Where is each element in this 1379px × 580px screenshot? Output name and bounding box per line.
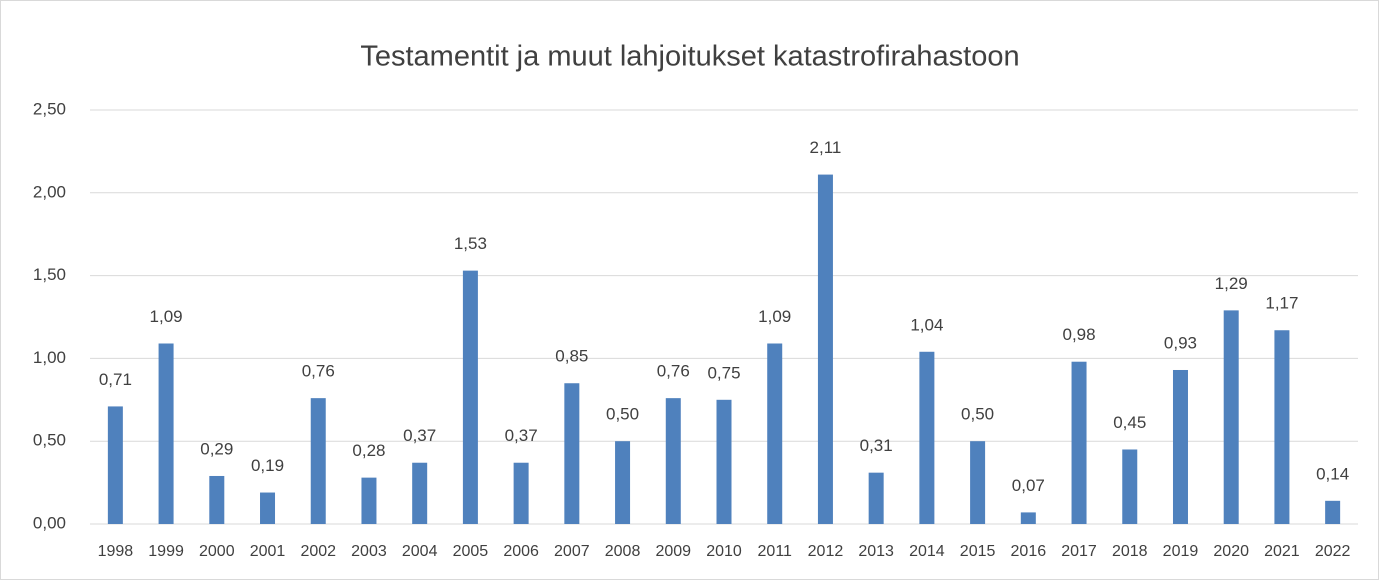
y-tick-label: 2,50 xyxy=(33,99,66,118)
data-label: 0,76 xyxy=(657,362,690,381)
data-label: 1,09 xyxy=(758,307,791,326)
x-tick-label: 2013 xyxy=(858,543,894,560)
data-label: 0,19 xyxy=(251,456,284,475)
bar xyxy=(919,351,935,524)
bar xyxy=(158,343,174,524)
bar xyxy=(513,462,529,524)
bar xyxy=(1172,369,1188,524)
x-tick-label: 2014 xyxy=(909,543,945,560)
x-tick-label: 2012 xyxy=(808,543,844,560)
bar xyxy=(412,462,428,524)
y-tick-label: 0,50 xyxy=(33,431,66,450)
data-label: 1,09 xyxy=(150,307,183,326)
x-tick-label: 2011 xyxy=(758,543,793,560)
x-tick-label: 2008 xyxy=(605,543,641,560)
data-label: 0,50 xyxy=(961,405,994,424)
bar xyxy=(1223,310,1239,524)
bar xyxy=(665,398,681,524)
data-label: 1,04 xyxy=(910,315,943,334)
x-tick-label: 2003 xyxy=(351,543,387,560)
x-tick-label: 2016 xyxy=(1011,543,1047,560)
x-tick-label: 2022 xyxy=(1315,543,1351,560)
bar xyxy=(767,343,783,524)
chart-title: Testamentit ja muut lahjoitukset katastr… xyxy=(360,41,1019,73)
x-tick-label: 2007 xyxy=(554,543,590,560)
y-tick-label: 0,00 xyxy=(33,513,66,532)
data-label: 0,71 xyxy=(99,370,132,389)
data-label: 0,37 xyxy=(505,426,538,445)
x-tick-label: 1998 xyxy=(98,543,134,560)
data-label: 1,29 xyxy=(1215,274,1248,293)
x-tick-label: 1999 xyxy=(148,543,184,560)
bar xyxy=(564,383,580,524)
x-tick-label: 2004 xyxy=(402,543,438,560)
data-label: 0,85 xyxy=(555,347,588,366)
data-label: 0,50 xyxy=(606,405,639,424)
x-tick-label: 2005 xyxy=(453,543,489,560)
bar xyxy=(716,399,732,524)
x-tick-label: 2010 xyxy=(706,543,742,560)
x-tick-label: 2017 xyxy=(1061,543,1097,560)
data-label: 1,17 xyxy=(1265,294,1298,313)
data-label: 0,29 xyxy=(200,439,233,458)
x-tick-label: 2000 xyxy=(199,543,235,560)
x-tick-label: 2009 xyxy=(655,543,691,560)
data-label: 0,07 xyxy=(1012,476,1045,495)
bar xyxy=(462,270,478,524)
x-tick-label: 2018 xyxy=(1112,543,1148,560)
bar xyxy=(107,406,123,524)
data-label: 0,37 xyxy=(403,426,436,445)
bar xyxy=(361,477,377,524)
bar xyxy=(970,441,986,524)
bar xyxy=(209,475,225,524)
y-tick-label: 2,00 xyxy=(33,182,66,201)
bar xyxy=(310,398,326,524)
bar xyxy=(615,441,631,524)
bar xyxy=(260,492,276,524)
x-tick-label: 2001 xyxy=(250,543,286,560)
data-label: 0,98 xyxy=(1062,325,1095,344)
data-label: 0,75 xyxy=(707,363,740,382)
x-tick-label: 2002 xyxy=(300,543,336,560)
data-label: 0,31 xyxy=(860,436,893,455)
data-label: 0,28 xyxy=(352,441,385,460)
bar xyxy=(1325,500,1341,524)
x-tick-label: 2021 xyxy=(1264,543,1300,560)
y-tick-label: 1,00 xyxy=(33,348,66,367)
x-tick-label: 2020 xyxy=(1213,543,1249,560)
x-tick-label: 2015 xyxy=(960,543,996,560)
bar xyxy=(1071,361,1087,524)
data-label: 0,14 xyxy=(1316,464,1349,483)
bar xyxy=(1020,512,1036,524)
bar xyxy=(868,472,884,524)
data-label: 2,11 xyxy=(810,138,842,157)
x-tick-label: 2006 xyxy=(503,543,539,560)
bar xyxy=(817,174,833,525)
bar xyxy=(1122,449,1138,524)
data-label: 0,76 xyxy=(302,362,335,381)
x-tick-label: 2019 xyxy=(1163,543,1199,560)
data-label: 0,45 xyxy=(1113,413,1146,432)
data-label: 0,93 xyxy=(1164,333,1197,352)
y-tick-label: 1,50 xyxy=(33,265,66,284)
data-label: 1,53 xyxy=(454,234,487,253)
bar xyxy=(1274,330,1290,524)
